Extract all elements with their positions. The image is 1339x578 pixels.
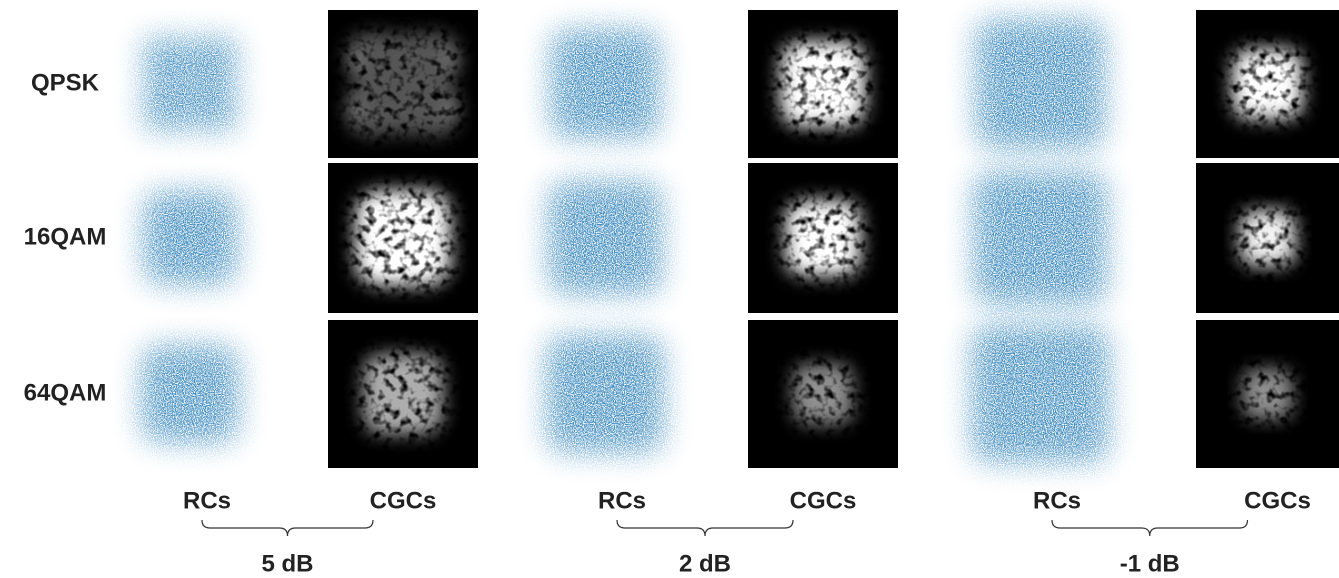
rc-constellation <box>143 191 237 285</box>
rc-label: RCs <box>1033 487 1081 514</box>
cloud <box>971 325 1109 463</box>
cloud <box>143 191 237 285</box>
cgc-constellation <box>363 354 443 434</box>
rc-constellation <box>546 335 664 453</box>
cgc-constellation <box>786 201 861 276</box>
cloud <box>141 345 239 443</box>
brace <box>202 520 373 536</box>
cloud <box>548 181 662 295</box>
rc-constellation <box>140 34 240 134</box>
cloud <box>353 34 453 134</box>
cloud <box>356 191 451 286</box>
cgc-constellation <box>1233 49 1303 119</box>
cgc-constellation <box>1243 369 1293 419</box>
rc-constellation <box>975 19 1105 149</box>
rc-label: RCs <box>183 487 231 514</box>
brace <box>617 520 793 536</box>
rc-constellation <box>550 29 660 139</box>
cloud <box>550 29 660 139</box>
cloud <box>973 171 1107 305</box>
cgc-constellation <box>793 364 853 424</box>
cloud <box>793 364 853 424</box>
cloud <box>1243 369 1293 419</box>
rc-constellation <box>141 345 239 443</box>
snr-label: -1 dB <box>1120 550 1180 577</box>
cgc-constellation <box>1240 211 1295 266</box>
rc-label: RCs <box>598 487 646 514</box>
cloud <box>786 201 861 276</box>
row-label: 16QAM <box>24 223 107 250</box>
cloud <box>1240 211 1295 266</box>
figure: QPSK 16QAM 64QAM RCs CGCs 5 dB RCs CGCs 2 dB RCs C… <box>0 0 1339 578</box>
cloud <box>1233 49 1303 119</box>
snr-label: 2 dB <box>679 550 731 577</box>
cloud <box>546 335 664 453</box>
cgc-label: CGCs <box>370 487 437 514</box>
rc-constellation <box>548 181 662 295</box>
cloud <box>975 19 1105 149</box>
cloud <box>140 34 240 134</box>
row-label: QPSK <box>31 69 100 96</box>
cgc-constellation <box>781 42 866 127</box>
brace <box>1052 520 1248 536</box>
cgc-constellation <box>349 33 457 135</box>
row-label: 64QAM <box>24 379 107 406</box>
cgc-constellation <box>356 191 451 286</box>
rc-constellation <box>971 325 1109 463</box>
cgc-label: CGCs <box>1244 487 1311 514</box>
cloud <box>781 42 866 127</box>
cgc-label: CGCs <box>790 487 857 514</box>
snr-label: 5 dB <box>261 550 313 577</box>
rc-constellation <box>973 171 1107 305</box>
cloud <box>363 354 443 434</box>
